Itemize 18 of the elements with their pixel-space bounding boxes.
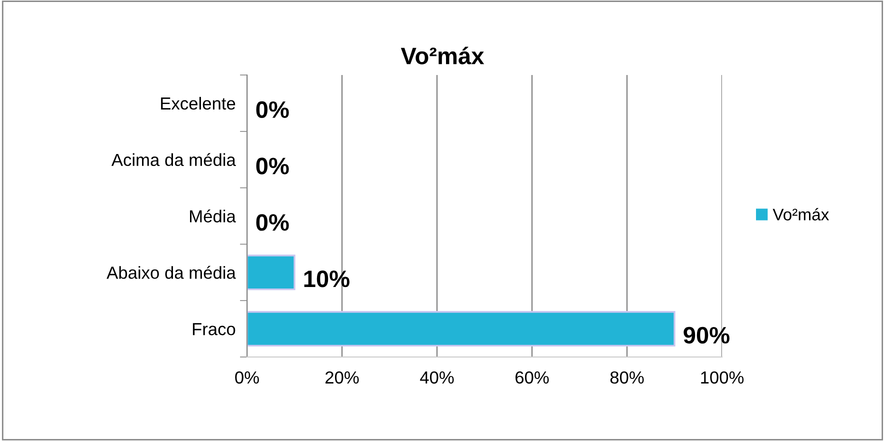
y-tick-label: Acima da média: [111, 153, 236, 166]
data-label: 0%: [256, 158, 289, 174]
data-label: 0%: [256, 101, 289, 118]
data-label: 0%: [256, 214, 289, 231]
data-label: 10%: [304, 270, 350, 288]
x-tick-label: 0%: [235, 371, 259, 384]
y-tick-label: Média: [190, 210, 236, 222]
x-tick-label: 60%: [516, 371, 549, 384]
legend-label: Vo²máx: [772, 208, 829, 220]
x-tick-label: 40%: [420, 371, 454, 384]
y-tick-label: Excelente: [161, 96, 236, 110]
chart-title: Vo²máx: [400, 46, 484, 64]
y-tick-label: Fraco: [192, 323, 236, 336]
y-tick-label: Abaixo da média: [106, 266, 236, 279]
data-label: 90%: [684, 326, 730, 344]
x-tick-label: 100%: [701, 371, 744, 384]
x-tick-label: 20%: [326, 371, 359, 384]
x-tick-label: 80%: [610, 371, 644, 384]
